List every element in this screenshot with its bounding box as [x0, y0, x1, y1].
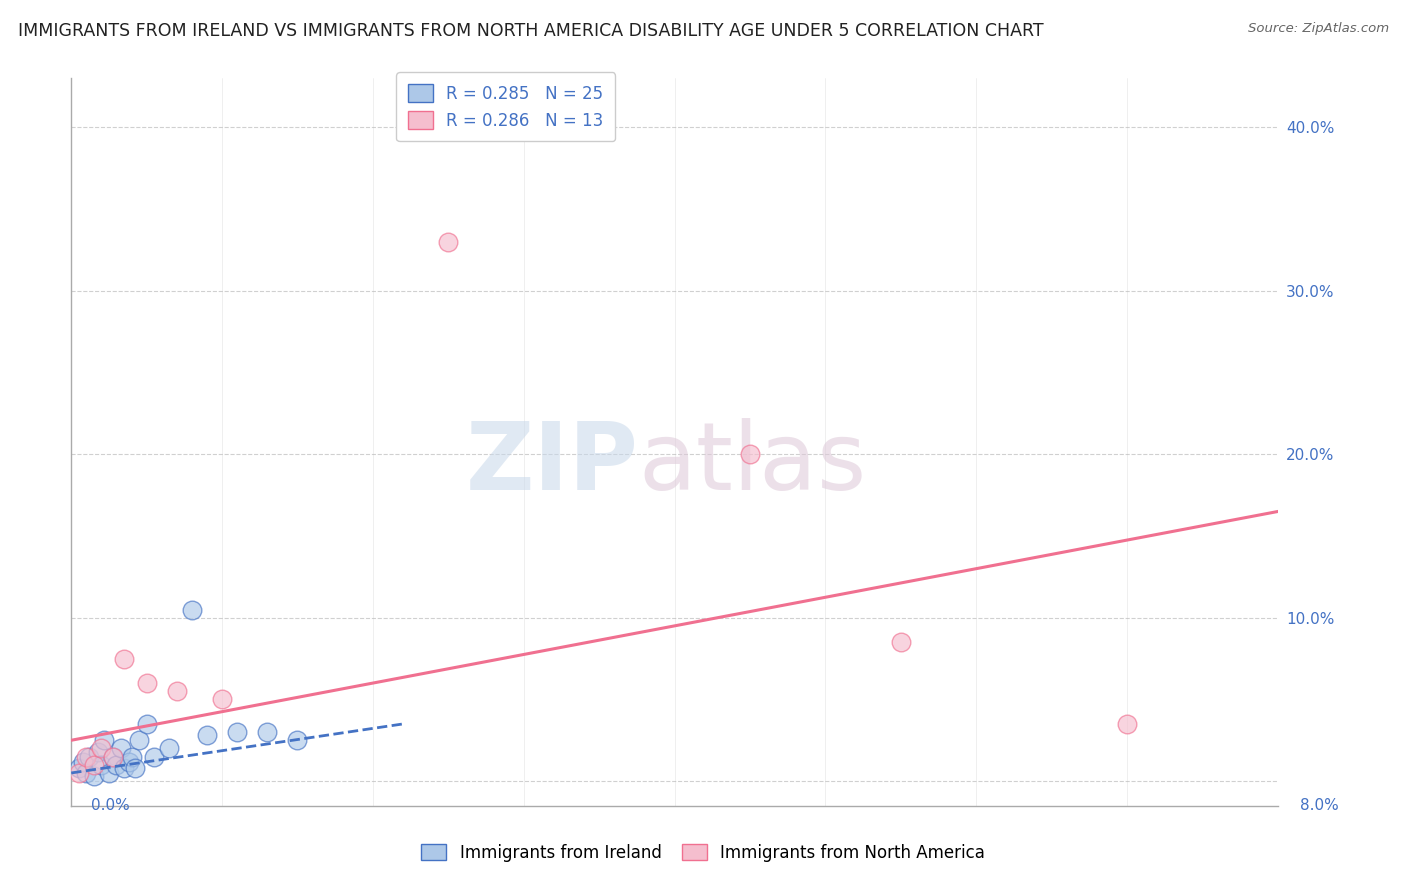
Point	[75, 766, 97, 780]
Point	[72, 755, 94, 769]
Point	[90, 741, 112, 756]
Point	[87, 745, 110, 759]
Point	[97, 766, 120, 780]
Point	[180, 602, 202, 616]
Point	[67, 761, 90, 775]
Point	[738, 447, 761, 461]
Point	[112, 761, 135, 775]
Point	[1116, 717, 1139, 731]
Legend: Immigrants from Ireland, Immigrants from North America: Immigrants from Ireland, Immigrants from…	[413, 836, 993, 871]
Point	[67, 766, 90, 780]
Point	[112, 651, 135, 665]
Text: 0.0%: 0.0%	[91, 798, 131, 814]
Point	[75, 749, 97, 764]
Point	[103, 749, 125, 764]
Legend: R = 0.285   N = 25, R = 0.286   N = 13: R = 0.285 N = 25, R = 0.286 N = 13	[396, 72, 614, 141]
Point	[90, 757, 112, 772]
Point	[83, 769, 105, 783]
Text: atlas: atlas	[638, 417, 866, 510]
Text: 8.0%: 8.0%	[1299, 798, 1339, 814]
Point	[135, 717, 157, 731]
Point	[226, 725, 249, 739]
Point	[211, 692, 233, 706]
Point	[195, 728, 218, 742]
Point	[166, 684, 188, 698]
Point	[83, 757, 105, 772]
Point	[157, 741, 180, 756]
Point	[890, 635, 912, 649]
Point	[105, 757, 128, 772]
Point	[124, 761, 146, 775]
Point	[256, 725, 278, 739]
Point	[121, 749, 143, 764]
Point	[93, 733, 115, 747]
Point	[143, 749, 166, 764]
Point	[117, 755, 139, 769]
Text: ZIP: ZIP	[465, 417, 638, 510]
Point	[135, 676, 157, 690]
Point	[128, 733, 150, 747]
Text: IMMIGRANTS FROM IRELAND VS IMMIGRANTS FROM NORTH AMERICA DISABILITY AGE UNDER 5 : IMMIGRANTS FROM IRELAND VS IMMIGRANTS FR…	[18, 22, 1043, 40]
Point	[437, 235, 460, 249]
Point	[103, 749, 125, 764]
Point	[110, 741, 132, 756]
Point	[79, 749, 101, 764]
Text: Source: ZipAtlas.com: Source: ZipAtlas.com	[1249, 22, 1389, 36]
Point	[287, 733, 309, 747]
